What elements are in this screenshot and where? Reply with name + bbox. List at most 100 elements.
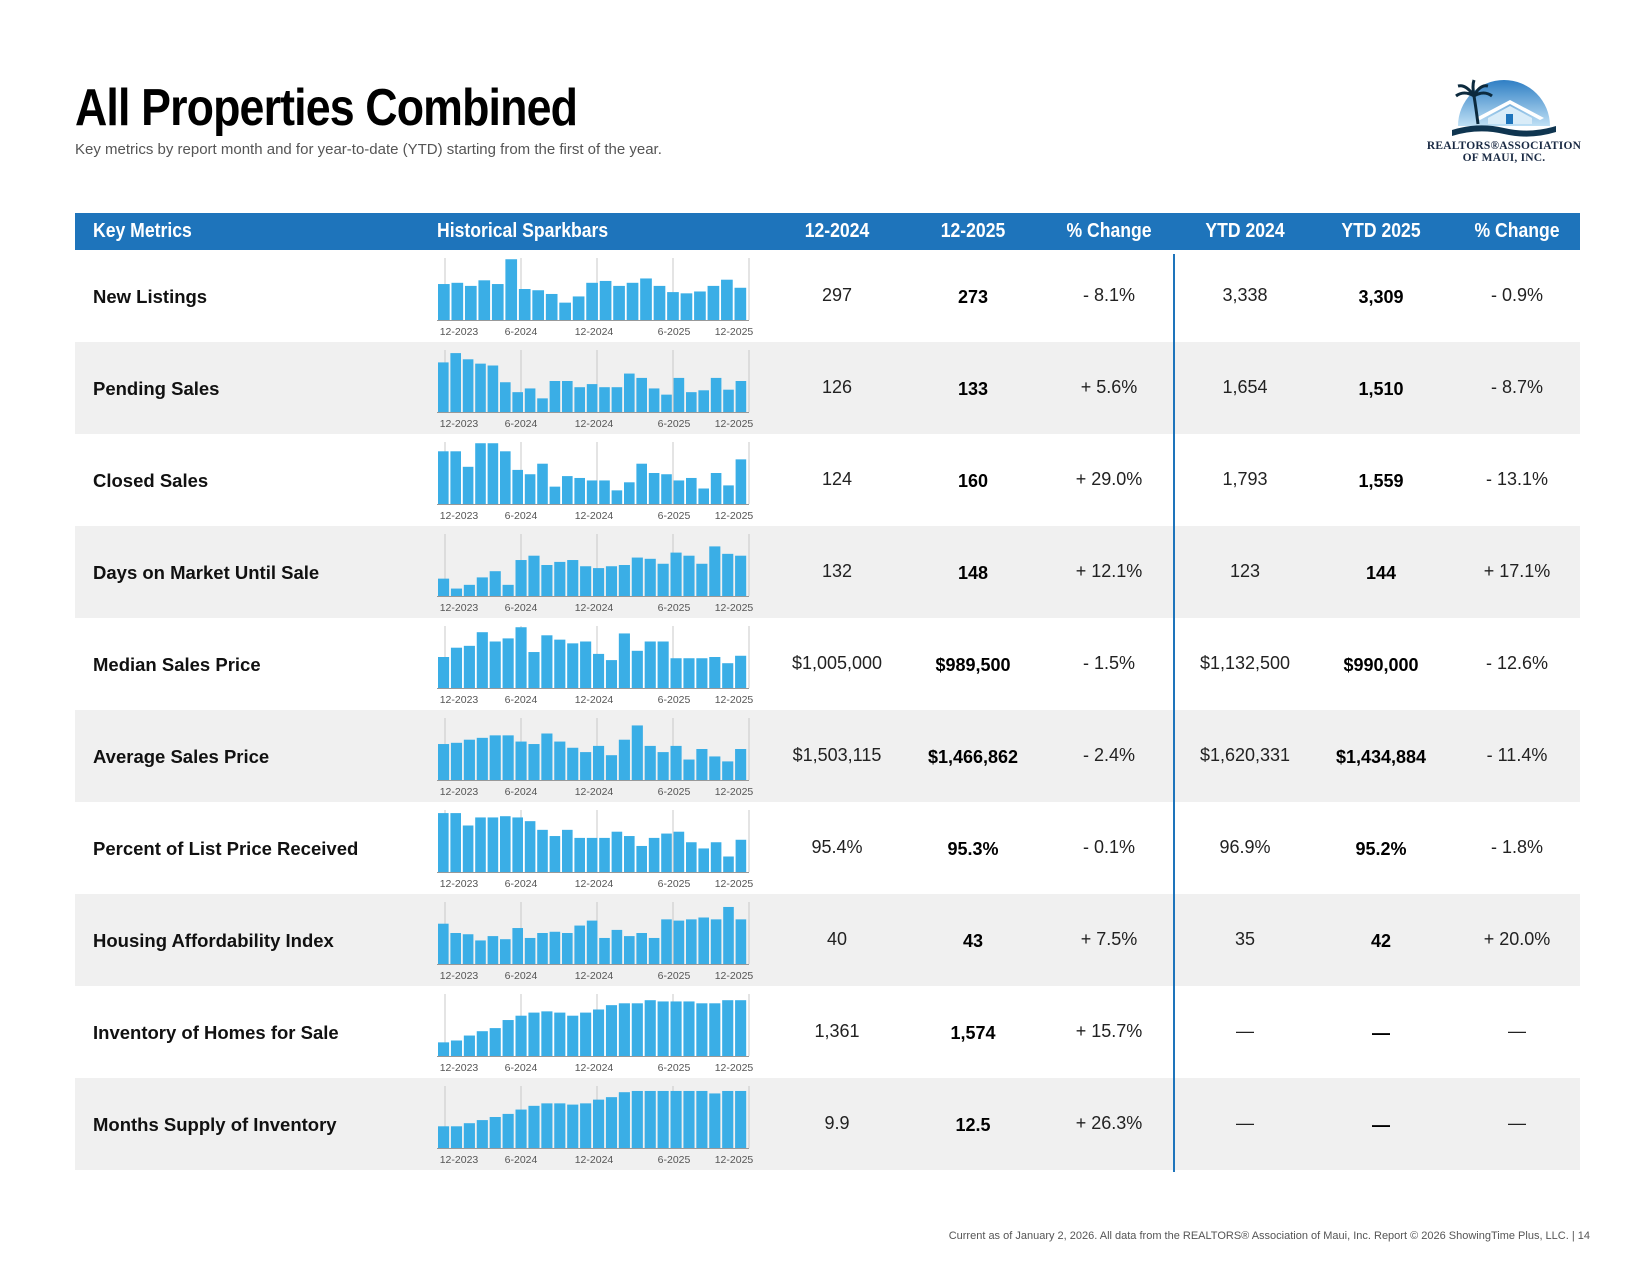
spark-bar bbox=[605, 1097, 618, 1148]
table-row: Pending Sales 12-2023 6-2024 12-2024 6-2025 1… bbox=[75, 342, 1580, 434]
spark-bar bbox=[476, 737, 488, 780]
spark-bar bbox=[648, 837, 660, 872]
spark-bar bbox=[735, 839, 747, 872]
spark-bar bbox=[528, 652, 540, 688]
spark-bar bbox=[487, 817, 499, 872]
spark-axis-label: 12-2025 bbox=[715, 878, 754, 890]
table-row: Housing Affordability Index 12-2023 6-2024… bbox=[75, 894, 1580, 986]
spark-bar bbox=[491, 284, 504, 320]
header-historical-sparkbars: Historical Sparkbars bbox=[437, 220, 609, 242]
spark-bar bbox=[475, 363, 486, 412]
spark-bar bbox=[683, 555, 695, 596]
spark-bar bbox=[450, 588, 463, 596]
spark-bar bbox=[518, 289, 531, 320]
spark-axis-label: 6-2025 bbox=[658, 1062, 691, 1074]
table-row: Days on Market Until Sale 12-2023 6-2024 12… bbox=[75, 526, 1580, 618]
spark-axis-label: 12-2025 bbox=[715, 786, 754, 798]
spark-bar bbox=[709, 756, 721, 780]
sparkbar-chart: 12-2023 6-2024 12-2024 6-2025 12-2025 bbox=[437, 902, 753, 982]
cell-month-change: + 7.5% bbox=[1080, 929, 1138, 949]
cell-ytd-2024: 1,793 bbox=[1222, 469, 1268, 489]
cell-ytd-2025: $990,000 bbox=[1343, 655, 1419, 675]
spark-bar bbox=[696, 749, 708, 780]
table-row: Median Sales Price 12-2023 6-2024 12-2024 6-… bbox=[75, 618, 1580, 710]
spark-bar bbox=[475, 443, 486, 504]
spark-axis-label: 12-2023 bbox=[440, 1062, 479, 1074]
cell-month-change: - 8.1% bbox=[1082, 285, 1136, 305]
cell-ytd-2025: 42 bbox=[1370, 931, 1392, 951]
spark-bar bbox=[683, 658, 695, 688]
sparkbar-chart: 12-2023 6-2024 12-2024 6-2025 12-2025 bbox=[437, 718, 754, 798]
spark-axis-label: 6-2024 bbox=[505, 694, 538, 706]
spark-bar bbox=[673, 920, 685, 964]
cell-month-2025: 160 bbox=[957, 471, 989, 491]
cell-ytd-2024: 123 bbox=[1229, 561, 1261, 581]
cell-month-change: - 2.4% bbox=[1082, 745, 1136, 765]
spark-bar bbox=[500, 451, 511, 504]
spark-bar bbox=[549, 486, 561, 504]
spark-bar bbox=[698, 488, 709, 504]
spark-bar bbox=[438, 1042, 450, 1056]
metric-label: Months Supply of Inventory bbox=[93, 1114, 337, 1135]
spark-bar bbox=[502, 638, 514, 688]
spark-bar bbox=[462, 934, 474, 964]
spark-bar bbox=[696, 658, 708, 688]
cell-month-2025: 148 bbox=[957, 563, 989, 583]
spark-bar bbox=[586, 480, 598, 504]
spark-bar bbox=[572, 296, 585, 320]
logo-text: REALTORS®ASSOCIATION OF MAUI, INC. bbox=[1418, 140, 1590, 164]
spark-axis-label: 6-2025 bbox=[658, 878, 691, 890]
spark-bar bbox=[599, 387, 610, 412]
spark-bar bbox=[657, 641, 669, 688]
table-header: Key Metrics Historical Sparkbars 12-2024… bbox=[75, 213, 1580, 250]
spark-axis-label: 12-2024 bbox=[575, 694, 614, 706]
spark-bar bbox=[462, 466, 474, 504]
spark-bar bbox=[567, 747, 579, 780]
spark-bar bbox=[489, 735, 501, 780]
spark-bar bbox=[723, 906, 734, 964]
cell-month-2025: $1,466,862 bbox=[927, 747, 1019, 767]
spark-bar bbox=[450, 742, 463, 780]
sparkbar-chart: 12-2023 6-2024 12-2024 6-2025 12-2025 bbox=[437, 626, 753, 706]
cell-month-change: + 5.6% bbox=[1080, 377, 1138, 397]
spark-axis-label: 12-2024 bbox=[575, 602, 614, 614]
spark-bar bbox=[593, 568, 605, 596]
spark-bar bbox=[618, 739, 630, 780]
spark-bar bbox=[438, 657, 450, 688]
cell-month-2024: $1,503,115 bbox=[792, 745, 882, 765]
spark-bar bbox=[636, 377, 647, 412]
header-ytd-2024: YTD 2024 bbox=[1205, 220, 1285, 242]
spark-bar bbox=[605, 566, 618, 596]
spark-bar bbox=[670, 1090, 682, 1148]
spark-bar bbox=[567, 1104, 579, 1148]
spark-bar bbox=[512, 817, 523, 872]
spark-axis-label: 12-2024 bbox=[575, 510, 614, 522]
spark-bar bbox=[673, 480, 685, 504]
cell-month-change: + 29.0% bbox=[1075, 469, 1143, 489]
spark-bar bbox=[644, 1000, 656, 1056]
spark-bar bbox=[451, 282, 464, 320]
spark-bar bbox=[735, 1000, 747, 1056]
spark-bar bbox=[586, 837, 598, 872]
cell-ytd-change: - 13.1% bbox=[1485, 469, 1549, 489]
spark-axis-label: 12-2023 bbox=[440, 970, 479, 982]
spark-bar bbox=[524, 474, 536, 504]
spark-bar bbox=[721, 279, 733, 320]
spark-bar bbox=[438, 578, 450, 596]
spark-bar bbox=[696, 1090, 708, 1148]
spark-bar bbox=[734, 287, 747, 320]
cell-ytd-2024: 3,338 bbox=[1222, 285, 1268, 305]
metric-label: Average Sales Price bbox=[93, 746, 270, 767]
spark-axis-label: 12-2024 bbox=[575, 418, 614, 430]
spark-bar bbox=[549, 931, 561, 964]
cell-month-2025: 273 bbox=[957, 287, 989, 307]
spark-bar bbox=[709, 1003, 721, 1056]
cell-month-2024: 126 bbox=[821, 377, 853, 397]
spark-bar bbox=[528, 744, 540, 780]
spark-bar bbox=[450, 933, 461, 964]
spark-bar bbox=[586, 282, 598, 320]
spark-bar bbox=[554, 741, 566, 780]
spark-bar bbox=[605, 1005, 618, 1056]
header-month-change: % Change bbox=[1066, 220, 1152, 242]
spark-bar bbox=[574, 477, 585, 504]
